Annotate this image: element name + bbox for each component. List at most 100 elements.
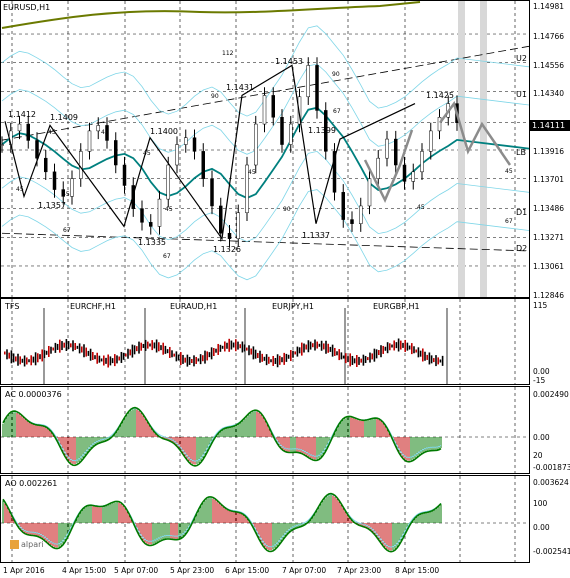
forecast-line [438,100,512,166]
price-axis-label: 1.13061 [533,262,565,271]
ao-axis-label: 0.003624 [533,478,569,487]
ao-axis-label: 100 [533,499,548,508]
tfs-candle [422,348,424,362]
tfs-candle [219,344,222,352]
candle-body [385,138,389,159]
tfs-candle [206,351,208,361]
tfs-candle [334,347,336,356]
angle-label: 67 [63,227,71,234]
tfs-candle [246,347,248,351]
tfs-candle [342,355,345,359]
tfs-candle [151,340,153,351]
tfs-candle [298,347,301,354]
tfs-candle [279,355,281,365]
tfs-candle [67,341,70,350]
tfs-candle [195,356,197,364]
tfs-candle [186,354,189,367]
tfs-candle [215,348,217,353]
tfs-panel-label: EURJPY,H1 [272,302,315,311]
ac-axis-label: -0.001873 [533,463,570,472]
tfs-candle [26,357,28,365]
tfs-candle [228,338,230,352]
tfs-candle [283,352,285,365]
swing-level-label: 1.1412 [8,110,36,119]
tfs-candle [318,343,321,347]
tfs-candle [400,340,402,350]
candle-body [306,65,310,98]
price-axis-label: 1.14340 [533,89,565,98]
tfs-candle [276,354,279,368]
tfs-candle [56,343,59,350]
swing-level-label: 1.1357 [38,201,66,210]
ac-indicator-pane[interactable] [0,386,570,474]
tfs-candle [87,350,90,356]
tfs-candle [393,340,395,351]
tfs-candle [76,345,79,349]
tfs-candle [373,348,376,362]
time-axis-label: 8 Apr 15:00 [395,566,440,575]
tfs-candle [397,338,400,352]
candle-body [367,178,372,207]
swing-level-label: 1.1337 [302,231,330,240]
angle-label: 90 [283,206,291,213]
tfs-candle [353,358,356,364]
tfs-candle [52,347,54,351]
tfs-candle [356,354,358,367]
tfs-candle [375,349,378,359]
tfs-candle [158,342,160,352]
tfs-candle [6,349,8,360]
tfs-candle [208,352,211,358]
tfs-candle [191,358,193,363]
candle-body [219,205,223,234]
price-axis-label: 1.13486 [533,204,565,213]
tfs-candle [114,354,116,367]
candle-body [227,232,232,239]
price-axis-label: 1.12846 [533,291,565,300]
tfs-candle [127,348,129,359]
tfs-candle [323,343,325,350]
tfs-candle [133,345,136,355]
highlight-zone [458,1,465,297]
tfs-candle [261,353,263,362]
tfs-candle [235,339,237,352]
price-axis-label: 1.13271 [533,233,565,242]
tfs-candle [340,352,343,360]
tfs-candle [389,343,391,351]
tfs-candle [182,354,184,364]
main-price-chart[interactable] [0,0,570,298]
swing-level-label: 1.1326 [213,245,241,254]
tfs-candle [59,339,61,353]
tfs-candle [424,351,426,361]
candle-body [184,137,188,145]
tfs-candle [30,355,32,366]
ao-indicator-pane[interactable] [0,475,570,563]
candle-body [350,219,354,224]
tfs-candle [378,350,380,356]
tfs-candle [118,356,120,361]
tfs-candle [37,353,39,363]
candle-body [96,125,100,132]
tfs-indicator-pane[interactable] [0,298,570,385]
tfs-candle [347,356,349,363]
tfs-candle [61,341,63,351]
forecast-line [363,129,414,203]
tfs-candle [45,350,48,355]
tfs-candle [270,359,272,363]
price-axis-label: 1.13701 [533,175,565,184]
candle-body [157,198,162,227]
tfs-candle [307,340,310,353]
tfs-candle [331,344,334,357]
logo-icon [10,540,19,549]
angle-label: 45 [248,169,256,176]
tfs-candle [290,350,292,362]
angle-label: 45 [16,186,24,193]
tfs-candle [380,345,382,358]
tfs-candle [226,342,228,349]
candle-body [429,130,433,152]
tfs-candle [371,353,373,360]
tfs-candle [83,344,85,358]
candle-body [411,171,415,182]
tfs-candle [23,355,26,367]
tfs-candle [312,343,314,348]
